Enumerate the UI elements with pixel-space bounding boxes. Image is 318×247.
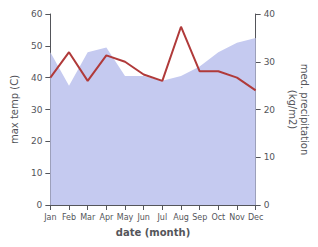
svg-text:Dec: Dec [248,213,263,222]
svg-text:date (month): date (month) [116,227,190,238]
svg-text:0: 0 [264,200,270,210]
svg-text:20: 20 [31,136,43,146]
svg-text:Aug: Aug [173,213,189,222]
svg-text:0: 0 [37,200,43,210]
svg-text:30: 30 [264,57,276,67]
svg-text:60: 60 [31,9,43,19]
svg-text:20: 20 [264,105,276,115]
svg-text:Apr: Apr [99,213,114,222]
svg-text:10: 10 [264,152,276,162]
svg-text:Nov: Nov [229,213,245,222]
svg-text:Sep: Sep [192,213,207,222]
svg-text:Oct: Oct [211,213,225,222]
svg-text:30: 30 [31,105,43,115]
svg-text:Feb: Feb [62,213,76,222]
svg-text:max temp (C): max temp (C) [9,75,20,144]
svg-text:(kg/m2): (kg/m2) [287,90,298,130]
svg-text:Jan: Jan [43,213,56,222]
svg-text:Mar: Mar [80,213,96,222]
svg-text:May: May [117,213,134,222]
svg-text:10: 10 [31,168,43,178]
svg-text:med. precipitation: med. precipitation [299,64,310,156]
svg-text:Jun: Jun [136,213,150,222]
svg-text:50: 50 [31,41,43,51]
svg-text:Jul: Jul [157,213,168,222]
svg-text:40: 40 [31,73,43,83]
svg-text:40: 40 [264,9,276,19]
